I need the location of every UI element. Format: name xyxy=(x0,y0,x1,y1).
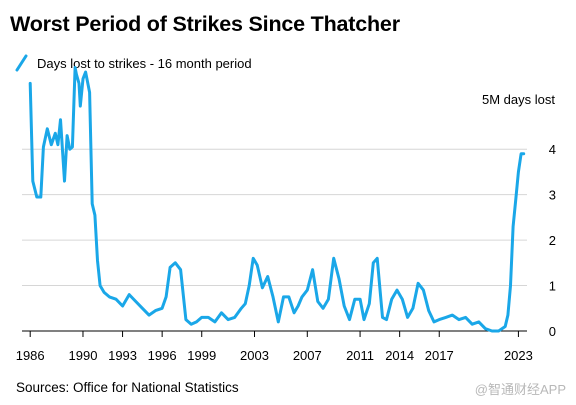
x-tick-label-1986: 1986 xyxy=(16,348,45,363)
x-tick-label-2017: 2017 xyxy=(425,348,454,363)
series-line-0 xyxy=(28,66,526,333)
x-tick-label-1999: 1999 xyxy=(187,348,216,363)
y-tick-label-3: 3 xyxy=(549,188,556,203)
x-tick-label-2014: 2014 xyxy=(385,348,414,363)
legend-swatch-icon xyxy=(15,54,28,72)
chart-title: Worst Period of Strikes Since Thatcher xyxy=(10,12,400,36)
legend-label: Days lost to strikes - 16 month period xyxy=(37,55,252,71)
legend: Days lost to strikes - 16 month period xyxy=(15,54,252,72)
x-tick-label-2023: 2023 xyxy=(504,348,533,363)
y-tick-label-2: 2 xyxy=(549,233,556,248)
source-note: Sources: Office for National Statistics xyxy=(16,380,239,395)
y-tick-label-4: 4 xyxy=(549,142,556,157)
y-axis-unit-label: 5M days lost xyxy=(482,92,555,107)
y-tick-label-0: 0 xyxy=(549,324,556,339)
x-tick-label-1990: 1990 xyxy=(69,348,98,363)
x-tick-label-1996: 1996 xyxy=(148,348,177,363)
y-tick-label-1: 1 xyxy=(549,279,556,294)
x-tick-label-2011: 2011 xyxy=(346,348,374,363)
watermark: @智通财经APP xyxy=(474,382,566,397)
x-tick-label-2007: 2007 xyxy=(293,348,322,363)
x-tick-label-1993: 1993 xyxy=(108,348,137,363)
x-tick-label-2003: 2003 xyxy=(240,348,269,363)
